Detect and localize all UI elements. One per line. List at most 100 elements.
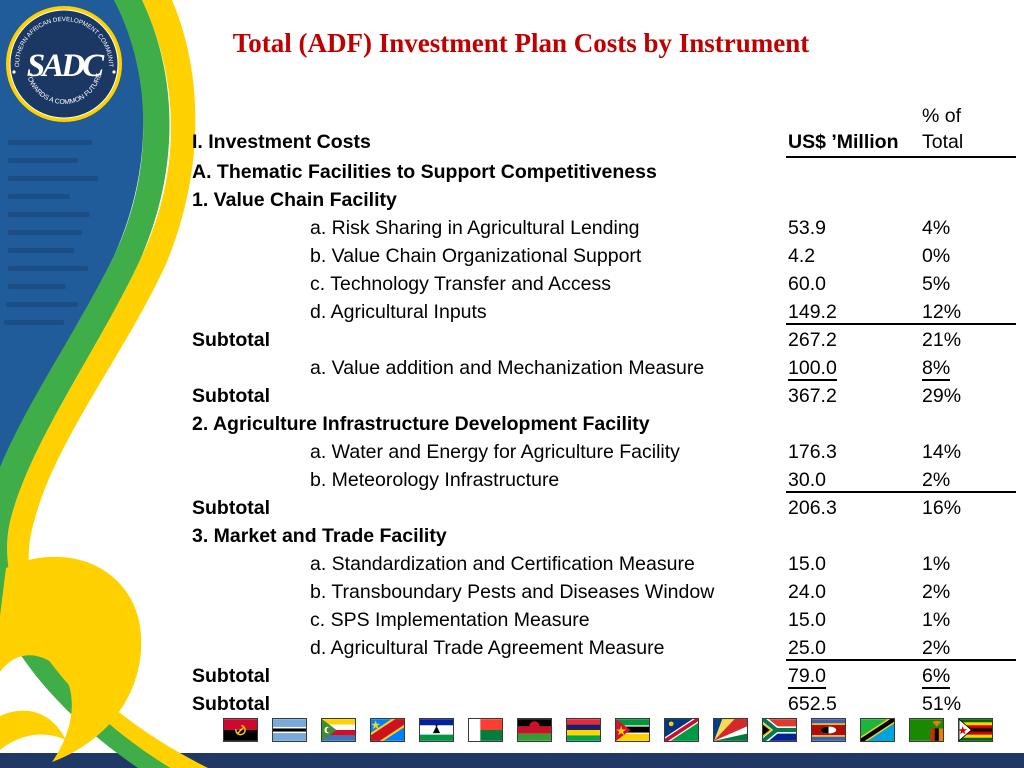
table-row: 2. Agriculture Infrastructure Developmen… (186, 410, 1016, 438)
flag-lesotho-icon (419, 718, 454, 742)
row-label: Subtotal (192, 665, 270, 687)
row-value: 149.2 (788, 301, 837, 323)
table-row: c. SPS Implementation Measure 15.0 1% (186, 606, 1016, 634)
row-label: b. Value Chain Organizational Support (310, 245, 642, 267)
row-value (788, 522, 922, 550)
row-value: 30.0 (788, 469, 826, 491)
row-label: c. SPS Implementation Measure (310, 609, 590, 631)
ghost-text (4, 140, 98, 325)
flag-zimbabwe-icon (958, 718, 993, 742)
row-label: Subtotal (192, 385, 270, 407)
header-underline (786, 156, 1016, 158)
row-percent: 5% (922, 273, 951, 295)
bottom-bar (0, 753, 1024, 768)
cost-table-rows: A. Thematic Facilities to Support Compet… (186, 158, 1016, 718)
row-label: a. Standardization and Certification Mea… (310, 553, 695, 575)
row-percent: 29% (922, 385, 962, 407)
table-row: b. Value Chain Organizational Support 4.2… (186, 242, 1016, 270)
row-percent: 2% (922, 637, 951, 659)
row-value: 4.2 (788, 245, 816, 267)
table-row: Subtotal 206.3 16% (186, 494, 1016, 522)
table-row: b. Meteorology Infrastructure 30.0 2% (186, 466, 1016, 494)
row-percent: 51% (922, 693, 962, 715)
row-percent: 21% (922, 329, 962, 351)
table-row: a. Standardization and Certification Mea… (186, 550, 1016, 578)
header-usd-million: US$ ’Million (788, 131, 899, 153)
table-row: d. Agricultural Trade Agreement Measure 2… (186, 634, 1016, 662)
row-percent (922, 186, 1016, 214)
row-value: 206.3 (788, 497, 837, 519)
row-value: 24.0 (788, 581, 826, 603)
header-total: Total (922, 131, 964, 153)
row-percent: 12% (922, 301, 962, 323)
row-percent (922, 522, 1016, 550)
flag-south-africa-icon (762, 718, 797, 742)
row-value: 367.2 (788, 385, 837, 407)
row-percent: 16% (922, 497, 962, 519)
flag-mauritius-icon (566, 718, 601, 742)
row-value: 176.3 (788, 441, 837, 463)
table-row: 3. Market and Trade Facility (186, 522, 1016, 550)
member-flags (223, 718, 993, 742)
row-label: Subtotal (192, 693, 270, 715)
flag-madagascar-icon (468, 718, 503, 742)
row-percent (922, 158, 1016, 186)
row-value: 25.0 (788, 637, 826, 659)
table-row: Subtotal 79.0 6% (186, 662, 1016, 690)
flag-malawi-icon (517, 718, 552, 742)
slide-title: Total (ADF) Investment Plan Costs by Ins… (232, 28, 810, 58)
table-row: c. Technology Transfer and Access 60.0 5% (186, 270, 1016, 298)
row-value (788, 186, 922, 214)
row-percent: 2% (922, 581, 951, 603)
row-label: a. Risk Sharing in Agricultural Lending (310, 217, 640, 239)
row-percent: 4% (922, 217, 951, 239)
row-value: 53.9 (788, 217, 826, 239)
row-label: Subtotal (192, 329, 270, 351)
table-row: a. Risk Sharing in Agricultural Lending 5… (186, 214, 1016, 242)
cost-table: I. Investment Costs US$ ’Million % of To… (186, 100, 1016, 718)
yellow-swirl-tail (0, 710, 66, 750)
sadc-logo: SOUTHERN AFRICAN DEVELOPMENT COMMUNITY T… (2, 2, 122, 122)
row-value (788, 158, 922, 186)
row-label: a. Water and Energy for Agriculture Faci… (310, 441, 680, 463)
flag-comoros-icon (321, 718, 356, 742)
flag-dr-congo-icon (370, 718, 405, 742)
table-row: b. Transboundary Pests and Diseases Wind… (186, 578, 1016, 606)
table-row: a. Value addition and Mechanization Meas… (186, 354, 1016, 382)
table-row: Subtotal 652.5 51% (186, 690, 1016, 718)
row-percent: 8% (922, 357, 951, 381)
row-label: 1. Value Chain Facility (192, 189, 397, 211)
flag-angola-icon (223, 718, 258, 742)
table-row: a. Water and Energy for Agriculture Faci… (186, 438, 1016, 466)
row-percent: 1% (922, 609, 951, 631)
header-investment-costs: I. Investment Costs (192, 131, 371, 153)
row-label: c. Technology Transfer and Access (310, 273, 611, 295)
logo-sadc-text: SADC (27, 48, 105, 84)
table-row: A. Thematic Facilities to Support Compet… (186, 158, 1016, 186)
flag-seychelles-icon (713, 718, 748, 742)
table-header: I. Investment Costs US$ ’Million % of To… (186, 100, 1016, 158)
header-pct-of: % of (922, 105, 962, 127)
row-label: a. Value addition and Mechanization Meas… (310, 357, 705, 379)
row-percent (922, 410, 1016, 438)
row-label: 3. Market and Trade Facility (192, 525, 447, 547)
row-percent: 0% (922, 245, 951, 267)
table-row: d. Agricultural Inputs 149.2 12% (186, 298, 1016, 326)
row-percent: 2% (922, 469, 951, 491)
row-value: 60.0 (788, 273, 826, 295)
row-percent: 14% (922, 441, 962, 463)
table-row: Subtotal 367.2 29% (186, 382, 1016, 410)
row-label: d. Agricultural Trade Agreement Measure (310, 637, 665, 659)
yellow-swirl (0, 556, 142, 762)
flag-zambia-icon (909, 718, 944, 742)
row-percent: 6% (922, 665, 951, 689)
row-value: 15.0 (788, 609, 826, 631)
row-label: b. Transboundary Pests and Diseases Wind… (310, 581, 715, 603)
row-label: 2. Agriculture Infrastructure Developmen… (192, 413, 650, 435)
table-row: 1. Value Chain Facility (186, 186, 1016, 214)
row-label: b. Meteorology Infrastructure (310, 469, 560, 491)
row-label: A. Thematic Facilities to Support Compet… (192, 161, 657, 183)
flag-tanzania-icon (860, 718, 895, 742)
row-value: 15.0 (788, 553, 826, 575)
